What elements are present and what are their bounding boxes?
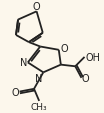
Text: O: O [82,73,90,83]
Text: O: O [33,2,40,12]
Text: N: N [20,58,27,68]
Text: CH₃: CH₃ [31,102,48,111]
Text: OH: OH [85,52,100,62]
Text: O: O [11,87,19,97]
Text: N: N [35,73,43,83]
Text: O: O [61,44,68,54]
